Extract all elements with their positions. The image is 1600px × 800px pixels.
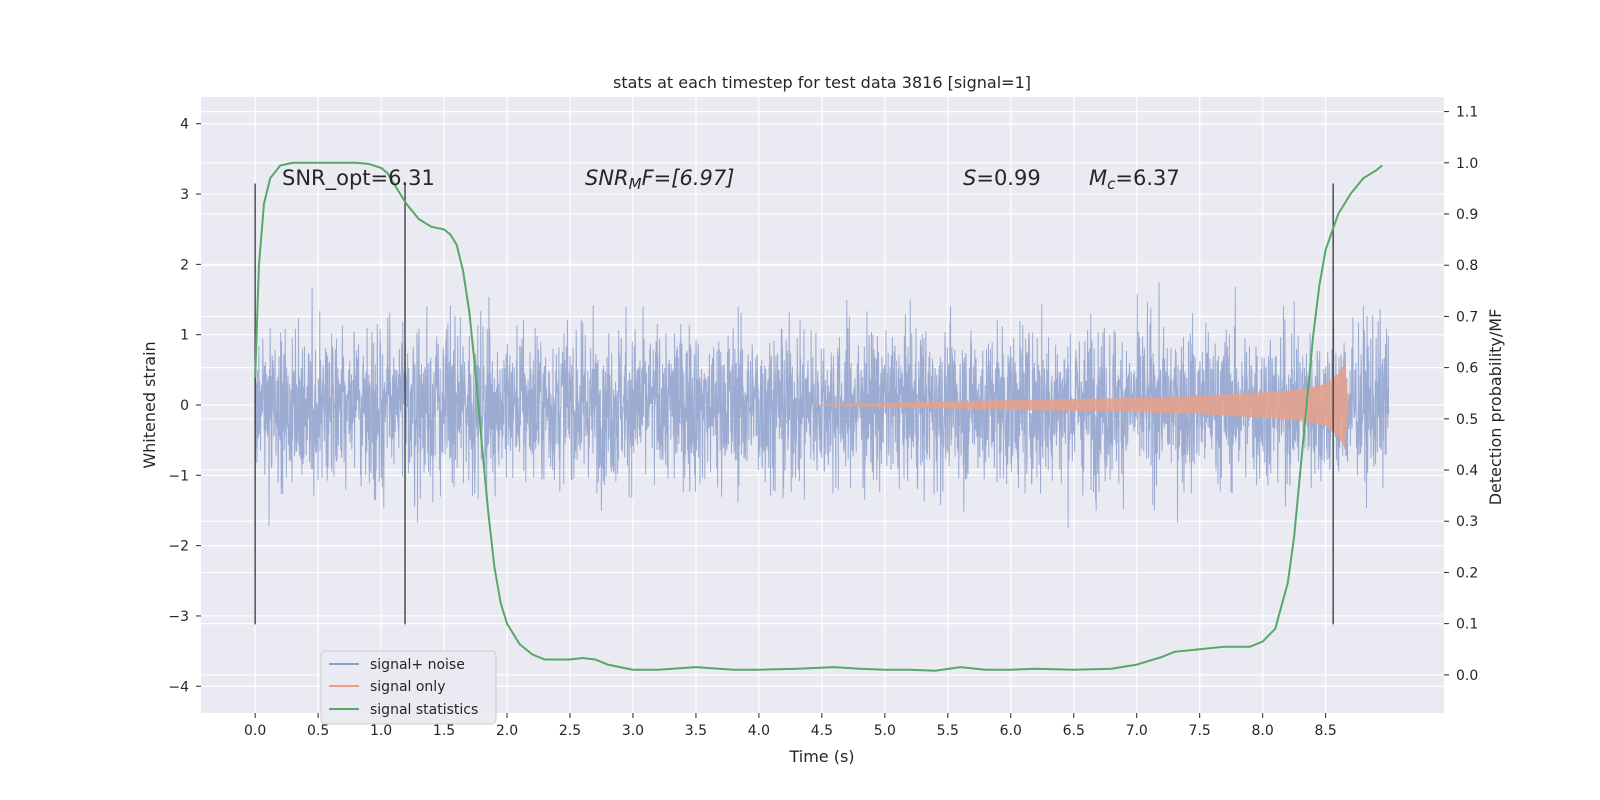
y-tick-label: 0 — [180, 398, 189, 414]
y2-axis-ticks: 1.1 1.0 0.9 0.8 0.7 0.6 0.5 0.4 0.3 0.2 0.1 0.0 — [1444, 105, 1478, 684]
y-tick-label: 1 — [180, 328, 189, 344]
x-tick-label: 1.0 — [370, 723, 392, 739]
y2-tick-label: 1.0 — [1456, 156, 1478, 172]
signal-only-band — [796, 362, 1349, 448]
x-tick-label: 2.0 — [496, 723, 518, 739]
legend-label-signal-plus-noise: signal+ noise — [370, 657, 465, 673]
y-tick-label: 4 — [180, 117, 189, 133]
x-tick-label: 5.0 — [874, 723, 896, 739]
x-tick-label: 8.0 — [1252, 723, 1274, 739]
annotation-s-value: =0.99 — [976, 166, 1040, 190]
y2-tick-label: 0.1 — [1456, 617, 1478, 633]
y2-tick-label: 1.1 — [1456, 105, 1478, 121]
annotation-snr-opt: SNR_opt=6.31 — [282, 166, 435, 191]
annotation-snr-mf-base: SNR — [585, 166, 629, 190]
x-tick-label: 4.5 — [811, 723, 833, 739]
chart-title: stats at each timestep for test data 381… — [613, 73, 1031, 92]
x-tick-label: 7.5 — [1189, 723, 1211, 739]
y2-tick-label: 0.3 — [1456, 514, 1478, 530]
x-tick-label: 3.5 — [685, 723, 707, 739]
annotation-snr-mf: SNRMF=[6.97] — [585, 166, 734, 193]
y2-tick-label: 0.9 — [1456, 207, 1478, 223]
x-tick-label: 0.5 — [307, 723, 329, 739]
y-tick-label: 3 — [180, 187, 189, 203]
y-tick-label: −1 — [168, 468, 189, 484]
y2-tick-label: 0.6 — [1456, 361, 1478, 377]
signal-statistics-line — [254, 161, 1383, 672]
y2-tick-label: 0.5 — [1456, 412, 1478, 428]
x-axis-label: Time (s) — [788, 747, 854, 766]
y2-tick-label: 0.2 — [1456, 565, 1478, 581]
annotation-s: S=0.99 — [963, 166, 1041, 190]
y-axis-ticks: 4 3 2 1 0 −1 −2 −3 −4 — [168, 117, 201, 695]
annotation-mc-sub: c — [1107, 175, 1116, 193]
x-tick-label: 3.0 — [622, 723, 644, 739]
x-tick-label: 2.5 — [559, 723, 581, 739]
x-tick-label: 7.0 — [1126, 723, 1148, 739]
legend-label-signal-only: signal only — [370, 679, 445, 695]
y2-tick-label: 0.4 — [1456, 463, 1478, 479]
annotation-s-var: S — [963, 166, 976, 190]
y2-axis-label: Detection probability/MF — [1486, 309, 1505, 506]
x-tick-label: 1.5 — [433, 723, 455, 739]
x-tick-label: 6.5 — [1063, 723, 1085, 739]
x-tick-label: 4.0 — [748, 723, 770, 739]
vertical-markers — [254, 183, 1334, 625]
y-tick-label: −3 — [168, 609, 189, 625]
x-tick-label: 8.5 — [1314, 723, 1336, 739]
x-tick-label: 5.5 — [937, 723, 959, 739]
legend-box — [320, 650, 497, 725]
annotation-snr-mf-sub: M — [629, 175, 642, 193]
y2-tick-label: 0.7 — [1456, 309, 1478, 325]
y2-tick-label: 0.8 — [1456, 258, 1478, 274]
y-tick-label: −4 — [168, 679, 189, 695]
series-signal-only — [796, 362, 1349, 448]
annotation-mc: Mc=6.37 — [1089, 166, 1180, 193]
y-tick-label: 2 — [180, 257, 189, 273]
y-axis-label: Whitened strain — [140, 341, 159, 468]
series-signal-plus-noise — [254, 282, 1390, 529]
legend-label-signal-statistics: signal statistics — [370, 702, 478, 718]
annotation-mc-value: =6.37 — [1115, 166, 1179, 190]
y2-tick-label: 0.0 — [1456, 668, 1478, 684]
legend: signal+ noise signal only signal statist… — [320, 650, 497, 725]
series-signal-statistics — [254, 161, 1383, 672]
y-tick-label: −2 — [168, 539, 189, 555]
annotation-snr-mf-rest: F=[6.97] — [642, 166, 735, 190]
x-tick-label: 0.0 — [244, 723, 266, 739]
x-tick-label: 6.0 — [1000, 723, 1022, 739]
signal-plus-noise-line — [254, 282, 1390, 529]
x-axis-ticks: 0.0 0.5 1.0 1.5 2.0 2.5 3.0 3.5 4.0 4.5 5.0 5.5 6.0 6… — [244, 713, 1337, 739]
annotation-mc-var: M — [1089, 166, 1107, 190]
